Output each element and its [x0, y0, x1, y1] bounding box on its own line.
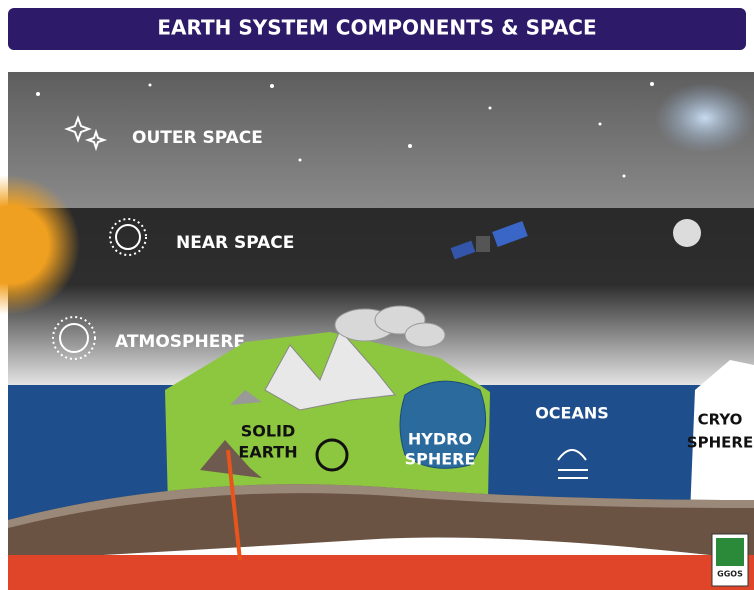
- moon: [673, 219, 701, 247]
- component-label: SPHERE: [405, 450, 476, 469]
- galaxy: [655, 83, 754, 153]
- layer-label: NEAR SPACE: [176, 233, 294, 253]
- component-label: SPHERE: [687, 434, 753, 452]
- mantle: [8, 555, 754, 590]
- layer-label: OUTER SPACE: [132, 128, 263, 148]
- logo-text: GGOS: [717, 570, 743, 579]
- outer-space-band: [8, 72, 754, 209]
- title: EARTH SYSTEM COMPONENTS & SPACE: [157, 16, 596, 40]
- logo-mark: [716, 538, 744, 566]
- layer-label: ATMOSPHERE: [115, 332, 245, 352]
- component-label: EARTH: [238, 443, 297, 462]
- component-label: CRYO: [698, 411, 743, 429]
- component-label: HYDRO: [408, 430, 472, 449]
- component-label: OCEANS: [535, 404, 609, 423]
- diagram: EARTH SYSTEM COMPONENTS & SPACE OUTER SP…: [0, 0, 754, 590]
- component-label: SOLID: [241, 422, 296, 441]
